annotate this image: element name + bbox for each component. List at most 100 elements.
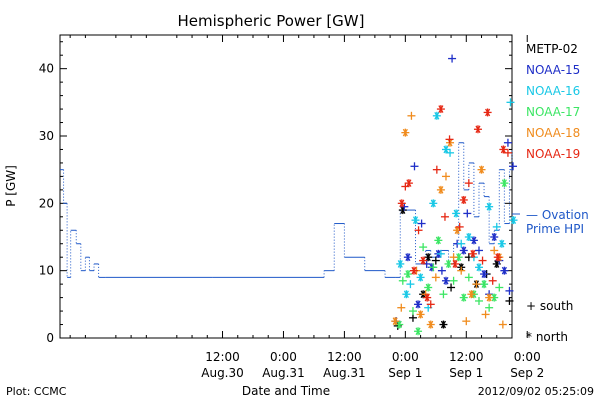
data-point — [509, 162, 518, 171]
data-point — [500, 179, 509, 188]
data-point — [453, 226, 462, 235]
footer-timestamp: 2012/09/02 05:25:09 — [478, 385, 594, 398]
data-point — [480, 270, 489, 279]
data-point — [490, 246, 499, 255]
data-point — [391, 317, 400, 326]
data-point — [474, 296, 483, 305]
data-point — [408, 313, 417, 322]
data-point — [401, 128, 410, 137]
data-point — [495, 283, 504, 292]
data-point — [492, 222, 501, 231]
chart-title: Hemispheric Power [GW] — [178, 12, 365, 30]
ovation-legend-label-2: Prime HPI — [526, 222, 584, 236]
data-point — [422, 259, 431, 268]
data-point — [455, 222, 464, 231]
data-point — [414, 226, 423, 235]
data-point — [446, 148, 455, 157]
data-point — [414, 327, 423, 336]
data-point — [424, 253, 433, 262]
data-point — [506, 98, 515, 107]
data-point — [474, 263, 483, 272]
data-point — [447, 283, 456, 292]
data-point — [478, 256, 487, 265]
data-point — [509, 216, 518, 225]
data-point — [480, 280, 489, 289]
data-point — [505, 296, 514, 305]
data-point — [462, 317, 471, 326]
data-point — [410, 162, 419, 171]
data-point — [488, 276, 497, 285]
data-point — [398, 276, 407, 285]
data-point — [485, 293, 494, 302]
data-point — [411, 216, 420, 225]
data-point — [469, 236, 478, 245]
data-point — [493, 253, 502, 262]
x-tick-label-time: 12:00 — [449, 350, 484, 364]
data-point — [419, 256, 428, 265]
plot-frame — [59, 34, 513, 339]
data-point — [406, 280, 415, 289]
data-point — [397, 199, 406, 208]
data-point — [439, 290, 448, 299]
data-point — [503, 148, 512, 157]
data-point — [497, 239, 506, 248]
data-point — [459, 246, 468, 255]
x-tick-label-time: 0:00 — [392, 350, 419, 364]
data-point — [457, 239, 466, 248]
data-point — [448, 54, 457, 63]
data-point — [403, 270, 412, 279]
data-point — [452, 209, 461, 218]
data-point — [436, 249, 445, 258]
data-point — [434, 236, 443, 245]
data-point — [467, 290, 476, 299]
data-point — [449, 276, 458, 285]
data-point — [451, 259, 460, 268]
data-point — [423, 293, 432, 302]
data-point — [485, 202, 494, 211]
data-point — [474, 246, 483, 255]
y-tick-label: 20 — [39, 196, 54, 210]
data-point — [468, 249, 477, 258]
x-tick-label-date: Aug.30 — [201, 366, 244, 380]
data-point — [426, 300, 435, 309]
marker-legend: + south * north — [526, 299, 573, 344]
data-point — [408, 307, 417, 316]
footer-plot-credit: Plot: CCMC — [6, 385, 67, 398]
x-axis-label: Date and Time — [242, 384, 330, 398]
data-point — [481, 310, 490, 319]
data-point — [505, 286, 514, 295]
data-point — [429, 199, 438, 208]
x-tick-label-date: Aug.31 — [323, 366, 366, 380]
data-point — [419, 243, 428, 252]
ovation-hpi-line — [60, 142, 513, 278]
data-point — [398, 206, 407, 215]
x-tick-label-date: Aug.31 — [262, 366, 305, 380]
x-tick-label-date: Sep 1 — [388, 366, 422, 380]
legend-entry: METP-02 — [526, 42, 578, 56]
data-point — [463, 209, 472, 218]
data-points — [391, 54, 518, 336]
data-point — [432, 111, 441, 120]
data-point — [441, 276, 450, 285]
legend-entry: NOAA-15 — [526, 63, 580, 77]
data-point — [440, 212, 449, 221]
data-point — [416, 310, 425, 319]
x-tick-label-time: 12:00 — [327, 350, 362, 364]
y-tick-label: 30 — [39, 129, 54, 143]
y-axis-label: P [GW] — [4, 165, 18, 207]
data-point — [429, 263, 438, 272]
x-tick-label-time: 0:00 — [270, 350, 297, 364]
data-point — [498, 320, 507, 329]
data-point — [485, 303, 494, 312]
data-point — [457, 266, 466, 275]
data-point — [401, 182, 410, 191]
legend-entry: NOAA-16 — [526, 84, 580, 98]
data-point — [404, 179, 413, 188]
data-point — [477, 165, 486, 174]
data-point — [464, 233, 473, 241]
data-point — [416, 273, 425, 282]
y-tick-label: 10 — [39, 264, 54, 278]
x-tick-label-time: 12:00 — [205, 350, 240, 364]
data-point — [414, 300, 423, 309]
